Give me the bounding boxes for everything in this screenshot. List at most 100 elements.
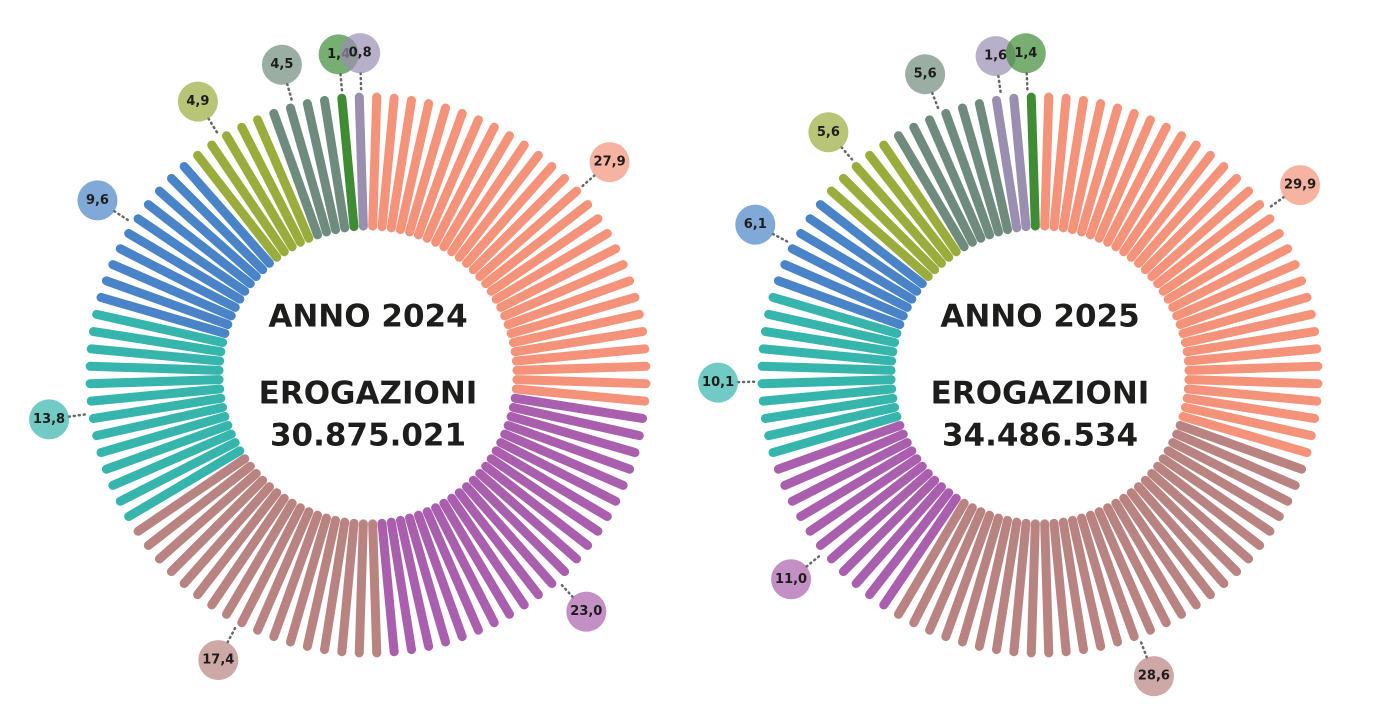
- slice-bar: [1172, 429, 1300, 490]
- slice-bar: [1077, 103, 1123, 237]
- slice-bar: [193, 488, 282, 600]
- slice-bar: [757, 375, 896, 389]
- slice-bar: [413, 510, 467, 642]
- slice-bar: [1175, 420, 1307, 474]
- data-label: 5,6: [914, 67, 937, 82]
- leader-line: [931, 91, 940, 110]
- slice: [757, 292, 902, 458]
- slice-bar: [1180, 309, 1316, 347]
- slice-bar: [302, 99, 340, 235]
- slice-bar: [481, 461, 593, 550]
- leader-line: [226, 626, 237, 644]
- slice-bar: [302, 515, 340, 651]
- slice-bar: [879, 493, 961, 610]
- slice-bar: [475, 186, 582, 281]
- label-badge: [29, 399, 70, 440]
- slice-bar: [143, 461, 255, 550]
- data-label: 27,9: [594, 155, 626, 170]
- data-label: 10,1: [702, 375, 734, 390]
- slice-bar: [796, 446, 917, 522]
- slice-bar: [285, 103, 331, 237]
- slice-bar: [1184, 361, 1323, 375]
- slice-bar: [101, 276, 233, 330]
- slice-bar: [237, 122, 305, 247]
- slice-bar: [506, 412, 640, 458]
- slice: [368, 92, 651, 406]
- slice: [337, 93, 359, 232]
- slice-bar: [1103, 503, 1171, 628]
- slice-bar: [1182, 327, 1320, 357]
- slice-bar: [133, 214, 250, 296]
- slice-bar: [439, 131, 515, 252]
- slice-bar: [237, 503, 305, 628]
- slice-bar: [780, 260, 908, 321]
- slice-bar: [447, 493, 529, 610]
- data-label: 29,9: [1284, 178, 1316, 193]
- slice-bar: [760, 327, 898, 357]
- leader-line: [113, 209, 129, 222]
- leader-line: [805, 555, 821, 568]
- leader-line: [286, 82, 293, 101]
- slice: [826, 140, 961, 281]
- slice-bar: [1153, 461, 1265, 550]
- slice-bar: [1119, 140, 1201, 257]
- slice-bar: [1163, 446, 1284, 522]
- slice-bar: [207, 493, 289, 610]
- slice-bar: [462, 482, 557, 589]
- slice-bar: [377, 93, 399, 232]
- slice: [193, 115, 314, 262]
- leader-line: [581, 174, 596, 188]
- slice-bar: [787, 438, 912, 506]
- slice-bar: [757, 361, 896, 375]
- slice: [1040, 92, 1323, 458]
- slice-bar: [1178, 412, 1312, 458]
- slice-bar: [1184, 375, 1323, 389]
- slice-bar: [354, 92, 368, 231]
- slice-bar: [826, 469, 933, 564]
- slice-bar: [337, 518, 359, 657]
- slice-bar: [974, 515, 1012, 651]
- slice-bar: [85, 361, 224, 375]
- slice-bar: [992, 95, 1022, 233]
- slice-bar: [115, 438, 240, 506]
- slice-bar: [1140, 475, 1242, 577]
- slice-bar: [1103, 122, 1171, 247]
- slice-bar: [941, 108, 995, 240]
- slice-bar: [780, 429, 908, 490]
- slice-bar: [1140, 173, 1242, 275]
- slice-bar: [1009, 93, 1031, 232]
- slice-bar: [166, 173, 268, 275]
- slice-bar: [179, 482, 274, 589]
- slice-bar: [496, 438, 621, 506]
- slice-bar: [909, 122, 977, 247]
- slice-bar: [512, 361, 651, 375]
- slice-bar: [512, 375, 651, 389]
- slice-bar: [909, 503, 977, 628]
- slice-bar: [386, 517, 416, 655]
- label-badge: [735, 204, 776, 245]
- slice-bar: [92, 309, 228, 347]
- slice-bar: [86, 384, 225, 406]
- slice-bar: [760, 393, 898, 423]
- data-label: 5,6: [817, 125, 840, 140]
- slice-bar: [253, 507, 314, 635]
- slice-bar: [101, 420, 233, 474]
- slice-bar: [1183, 344, 1322, 366]
- slice-bar: [405, 103, 451, 237]
- slice-bar: [1058, 95, 1088, 233]
- slice-bar: [1085, 510, 1139, 642]
- slice-bar: [431, 503, 499, 628]
- slice-bar: [1094, 507, 1155, 635]
- slice-bar: [974, 99, 1012, 235]
- data-label: 23,0: [570, 604, 602, 619]
- slice-bar: [491, 446, 612, 522]
- slice-bar: [1009, 518, 1031, 657]
- slice-bar: [285, 513, 331, 647]
- label-badge: [177, 81, 218, 122]
- slice-bar: [768, 292, 902, 338]
- data-label: 6,1: [744, 217, 767, 232]
- label-badge: [261, 44, 302, 85]
- slice-bar: [1111, 498, 1187, 619]
- slice-bar: [96, 412, 230, 458]
